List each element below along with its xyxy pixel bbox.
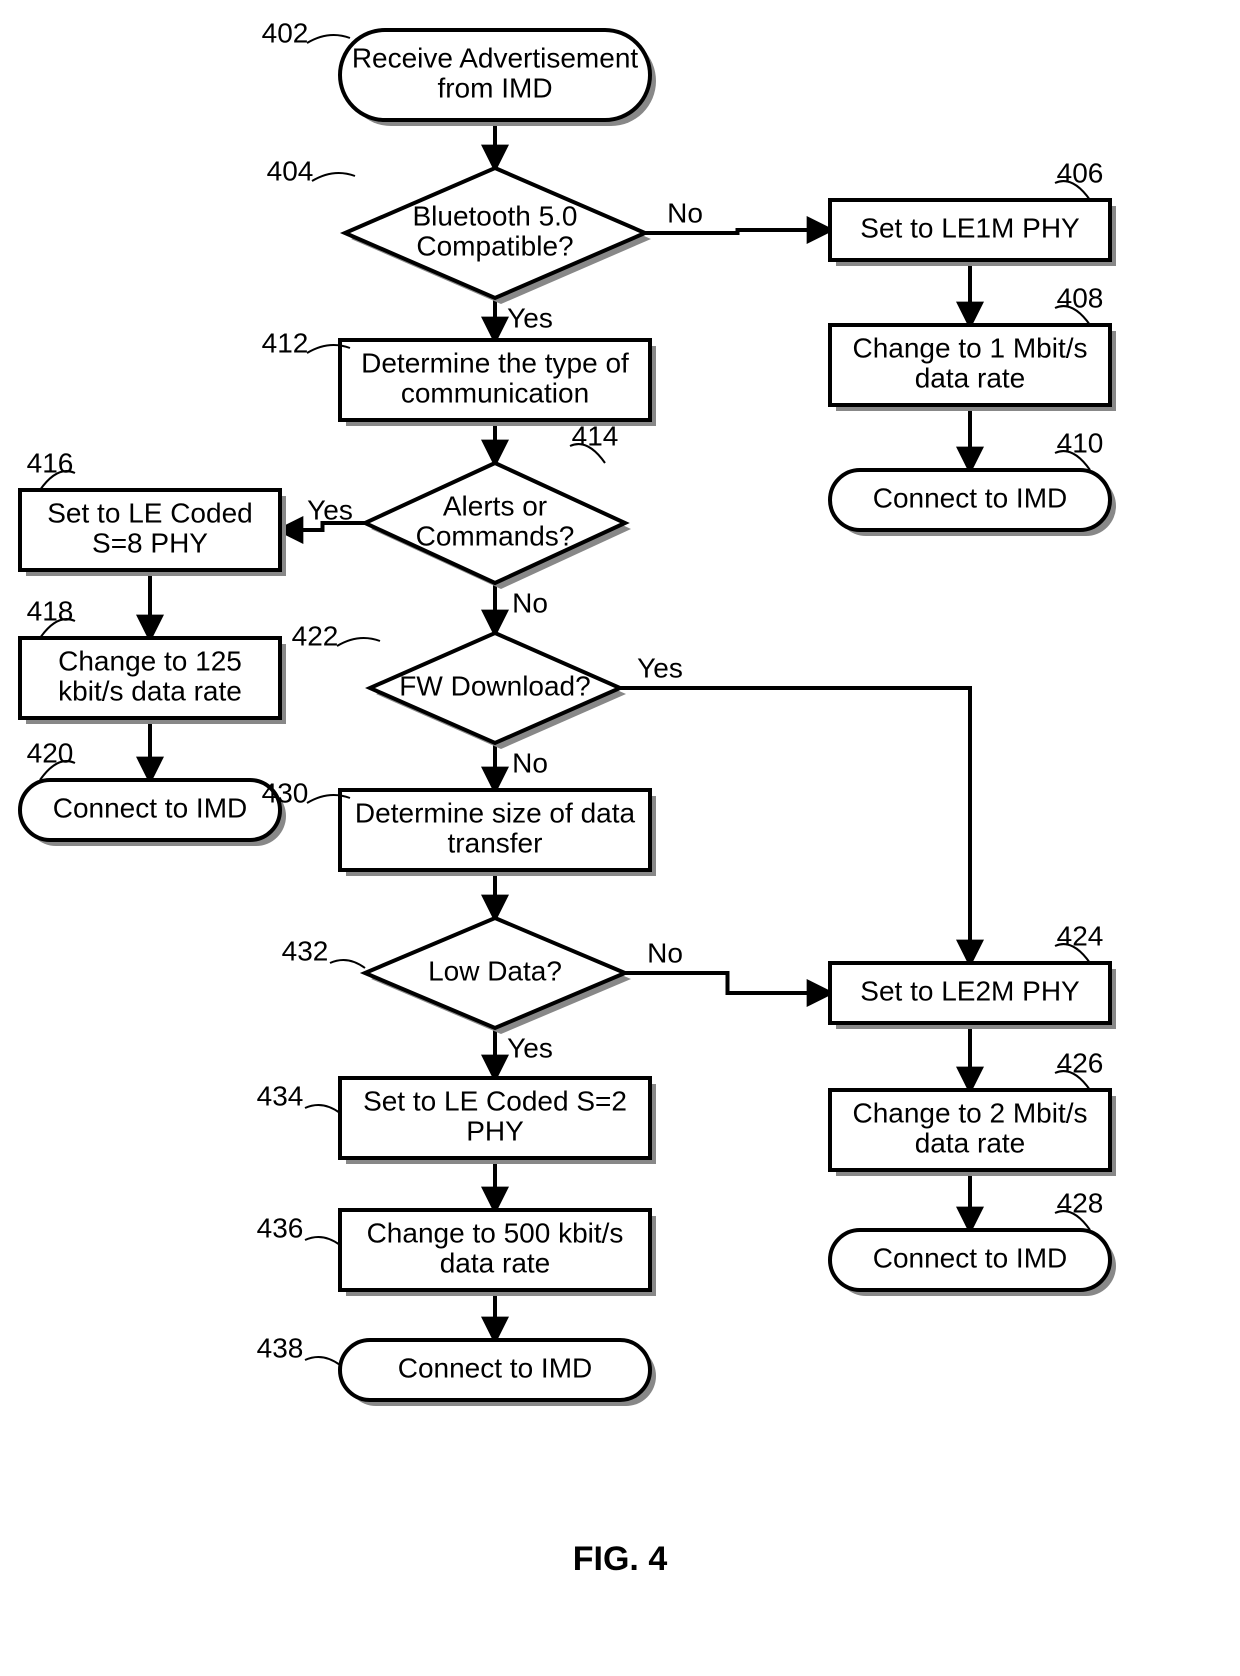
ref-number: 438 xyxy=(257,1332,304,1363)
node-n438: Connect to IMD xyxy=(340,1340,656,1406)
node-text: Commands? xyxy=(416,520,575,551)
node-text: Alerts or xyxy=(443,490,547,521)
node-n414: Alerts orCommands? xyxy=(365,463,631,589)
node-n422: FW Download? xyxy=(370,633,626,749)
node-text: Connect to IMD xyxy=(873,482,1068,513)
node-text: PHY xyxy=(466,1115,524,1146)
edge-label: Yes xyxy=(507,302,553,333)
ref-leader xyxy=(305,1105,340,1113)
node-n432: Low Data? xyxy=(365,918,631,1034)
node-text: communication xyxy=(401,377,589,408)
node-n408: Change to 1 Mbit/sdata rate xyxy=(830,325,1116,411)
node-n420: Connect to IMD xyxy=(20,780,286,846)
ref-number: 432 xyxy=(282,935,329,966)
node-n410: Connect to IMD xyxy=(830,470,1116,536)
node-text: Compatible? xyxy=(416,230,573,261)
ref-number: 428 xyxy=(1057,1187,1104,1218)
node-text: Set to LE1M PHY xyxy=(860,212,1080,243)
edge-label: No xyxy=(667,197,703,228)
ref-number: 410 xyxy=(1057,427,1104,458)
node-n418: Change to 125kbit/s data rate xyxy=(20,638,286,724)
ref-number: 416 xyxy=(27,447,74,478)
node-text: Connect to IMD xyxy=(53,792,248,823)
ref-number: 402 xyxy=(262,17,309,48)
node-n402: Receive Advertisementfrom IMD xyxy=(340,30,656,126)
node-n404: Bluetooth 5.0Compatible? xyxy=(345,168,651,304)
node-text: Set to LE2M PHY xyxy=(860,975,1080,1006)
ref-number: 424 xyxy=(1057,920,1104,951)
ref-number: 426 xyxy=(1057,1047,1104,1078)
ref-number: 418 xyxy=(27,595,74,626)
flow-edge xyxy=(620,688,970,963)
ref-number: 430 xyxy=(262,777,309,808)
flowchart-canvas: Receive Advertisementfrom IMD Bluetooth 5… xyxy=(0,0,1240,1676)
node-n430: Determine size of datatransfer xyxy=(340,790,656,876)
ref-number: 414 xyxy=(572,420,619,451)
node-text: Change to 500 kbit/s xyxy=(367,1217,624,1248)
figure-caption: FIG. 4 xyxy=(573,1540,668,1578)
flow-edge xyxy=(645,230,830,233)
node-n412: Determine the type ofcommunication xyxy=(340,340,656,426)
ref-number: 406 xyxy=(1057,157,1104,188)
ref-leader xyxy=(337,638,380,646)
node-n424: Set to LE2M PHY xyxy=(830,963,1116,1029)
edge-label: No xyxy=(512,587,548,618)
node-n436: Change to 500 kbit/sdata rate xyxy=(340,1210,656,1296)
ref-number: 434 xyxy=(257,1080,304,1111)
ref-number: 436 xyxy=(257,1212,304,1243)
edge-label: Yes xyxy=(637,652,683,683)
edge-label: No xyxy=(647,937,683,968)
node-text: kbit/s data rate xyxy=(58,675,242,706)
node-text: Change to 2 Mbit/s xyxy=(852,1097,1087,1128)
node-n428: Connect to IMD xyxy=(830,1230,1116,1296)
ref-leader xyxy=(307,35,350,43)
node-text: from IMD xyxy=(437,72,552,103)
node-text: transfer xyxy=(448,827,543,858)
node-text: Set to LE Coded xyxy=(47,497,252,528)
ref-number: 420 xyxy=(27,737,74,768)
node-n406: Set to LE1M PHY xyxy=(830,200,1116,266)
node-n426: Change to 2 Mbit/sdata rate xyxy=(830,1090,1116,1176)
node-text: Connect to IMD xyxy=(398,1352,593,1383)
ref-leader xyxy=(305,1237,340,1245)
ref-leader xyxy=(330,960,365,968)
edge-label: No xyxy=(512,747,548,778)
edge-label: Yes xyxy=(307,494,353,525)
node-text: FW Download? xyxy=(399,670,590,701)
edge-label: Yes xyxy=(507,1032,553,1063)
ref-leader xyxy=(312,173,355,181)
node-n434: Set to LE Coded S=2PHY xyxy=(340,1078,656,1164)
ref-leader xyxy=(305,1357,340,1365)
ref-number: 408 xyxy=(1057,282,1104,313)
ref-number: 412 xyxy=(262,327,309,358)
node-text: Bluetooth 5.0 xyxy=(412,200,577,231)
node-text: Change to 125 xyxy=(58,645,242,676)
node-text: S=8 PHY xyxy=(92,527,208,558)
node-text: data rate xyxy=(915,1127,1026,1158)
flow-edge xyxy=(625,973,830,993)
ref-number: 404 xyxy=(267,155,314,186)
node-text: Change to 1 Mbit/s xyxy=(852,332,1087,363)
node-text: data rate xyxy=(440,1247,551,1278)
node-n416: Set to LE CodedS=8 PHY xyxy=(20,490,286,576)
ref-number: 422 xyxy=(292,620,339,651)
node-text: Low Data? xyxy=(428,955,562,986)
node-text: Determine the type of xyxy=(361,347,629,378)
node-text: Receive Advertisement xyxy=(352,42,639,73)
node-text: Set to LE Coded S=2 xyxy=(363,1085,627,1116)
node-text: Determine size of data xyxy=(355,797,636,828)
node-text: Connect to IMD xyxy=(873,1242,1068,1273)
node-text: data rate xyxy=(915,362,1026,393)
